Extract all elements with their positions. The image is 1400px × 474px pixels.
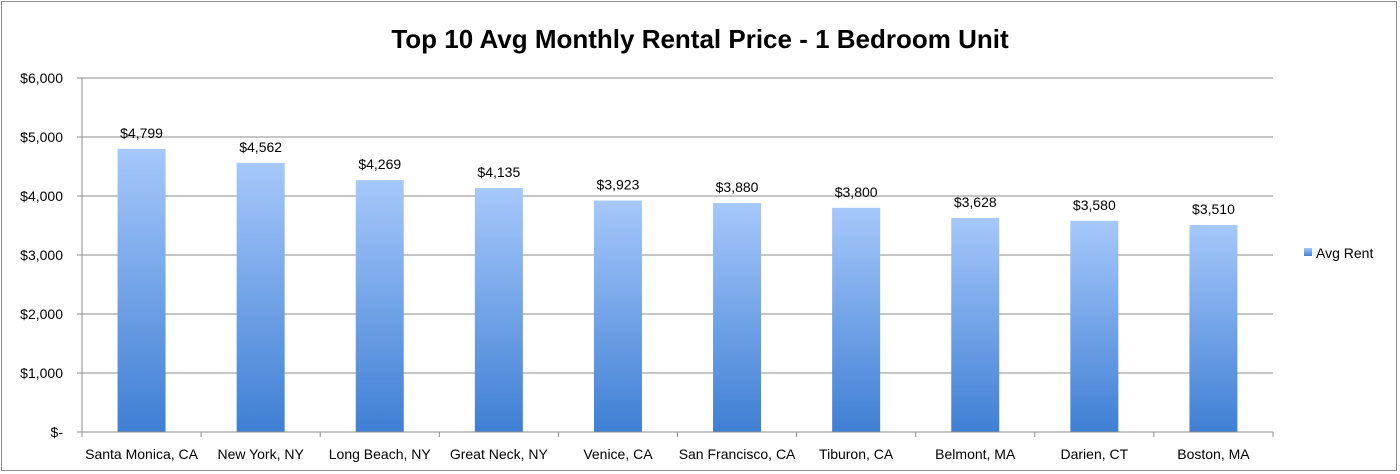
y-tick-label: $6,000 bbox=[20, 70, 63, 86]
x-tick-label: San Francisco, CA bbox=[679, 446, 796, 462]
y-tick-label: $5,000 bbox=[20, 129, 63, 145]
data-label: $4,135 bbox=[477, 164, 520, 180]
bar bbox=[593, 200, 642, 432]
data-label: $4,269 bbox=[358, 156, 401, 172]
y-tick-label: $- bbox=[51, 424, 64, 440]
bar bbox=[117, 148, 166, 432]
legend-swatch bbox=[1304, 248, 1312, 256]
bar bbox=[474, 188, 523, 432]
chart-title: Top 10 Avg Monthly Rental Price - 1 Bedr… bbox=[391, 24, 1009, 54]
bar bbox=[1189, 224, 1238, 432]
bar bbox=[1070, 220, 1119, 432]
y-tick-label: $4,000 bbox=[20, 188, 63, 204]
data-label: $3,880 bbox=[716, 179, 759, 195]
bar bbox=[236, 162, 285, 433]
y-tick-label: $2,000 bbox=[20, 306, 63, 322]
bar bbox=[951, 217, 1000, 432]
bars: $4,799 $4,562 $4,269 $4,135 $3,923 $3,880 $3,8… bbox=[117, 125, 1238, 433]
data-label: $4,562 bbox=[239, 139, 282, 155]
data-label: $3,923 bbox=[597, 177, 640, 193]
data-label: $4,799 bbox=[120, 125, 163, 141]
x-tick-label: Venice, CA bbox=[583, 446, 653, 462]
bar bbox=[355, 180, 404, 432]
x-axis: Santa Monica, CA New York, NY Long Beach, … bbox=[81, 431, 1274, 462]
x-tick-label: Boston, MA bbox=[1177, 446, 1250, 462]
x-tick-label: Tiburon, CA bbox=[819, 446, 894, 462]
data-label: $3,580 bbox=[1073, 197, 1116, 213]
legend: Avg Rent bbox=[1304, 245, 1373, 261]
x-tick-label: Belmont, MA bbox=[935, 446, 1016, 462]
bar bbox=[832, 207, 881, 432]
x-tick-label: Santa Monica, CA bbox=[85, 446, 198, 462]
y-axis: $- $1,000 $2,000 $3,000 $4,000 $5,000 $6,000 bbox=[20, 70, 83, 440]
x-tick-label: Great Neck, NY bbox=[450, 446, 549, 462]
legend-label: Avg Rent bbox=[1316, 245, 1373, 261]
y-tick-label: $3,000 bbox=[20, 247, 63, 263]
x-tick-label: Darien, CT bbox=[1061, 446, 1129, 462]
x-tick-label: New York, NY bbox=[217, 446, 304, 462]
y-tick-label: $1,000 bbox=[20, 365, 63, 381]
data-label: $3,800 bbox=[835, 184, 878, 200]
x-tick-label: Long Beach, NY bbox=[329, 446, 432, 462]
data-label: $3,628 bbox=[954, 194, 997, 210]
data-label: $3,510 bbox=[1192, 201, 1235, 217]
bar bbox=[713, 203, 762, 432]
